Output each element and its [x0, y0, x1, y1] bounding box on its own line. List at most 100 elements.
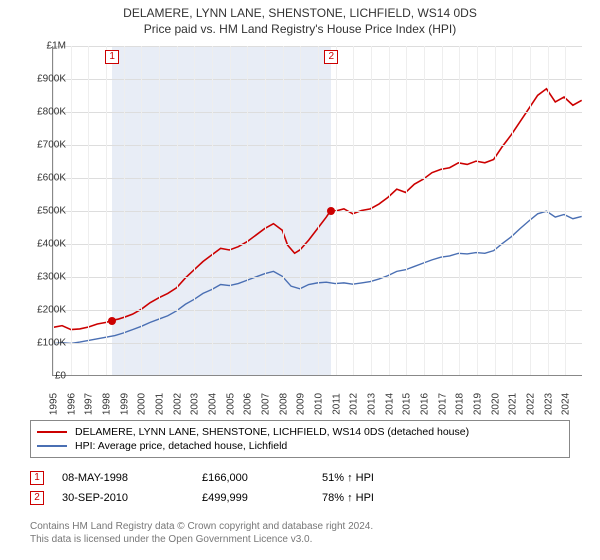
gridline-v: [106, 46, 107, 375]
sales-table: 1 08-MAY-1998£166,00051% ↑ HPI 2 30-SEP-201…: [30, 468, 570, 508]
x-axis-label: 2016: [420, 393, 431, 415]
x-axis-label: 2009: [296, 393, 307, 415]
x-axis-label: 2020: [490, 393, 501, 415]
sales-row-marker: 1: [30, 471, 44, 485]
sales-row-price: £499,999: [202, 492, 322, 504]
sale-dot-2: [327, 207, 335, 215]
sale-marker-2: 2: [324, 50, 338, 64]
legend-item: DELAMERE, LYNN LANE, SHENSTONE, LICHFIEL…: [37, 425, 563, 439]
y-axis-label: £900K: [20, 74, 66, 85]
x-axis-label: 2012: [349, 393, 360, 415]
legend-box: DELAMERE, LYNN LANE, SHENSTONE, LICHFIEL…: [30, 420, 570, 458]
x-axis-label: 2013: [367, 393, 378, 415]
gridline-v: [141, 46, 142, 375]
gridline-v: [353, 46, 354, 375]
y-axis-label: £500K: [20, 206, 66, 217]
sales-row: 2 30-SEP-2010£499,99978% ↑ HPI: [30, 488, 570, 508]
gridline-v: [512, 46, 513, 375]
x-axis-label: 2000: [137, 393, 148, 415]
gridline-v: [247, 46, 248, 375]
x-axis-label: 2015: [402, 393, 413, 415]
chart-titles: DELAMERE, LYNN LANE, SHENSTONE, LICHFIEL…: [0, 0, 600, 36]
gridline-v: [124, 46, 125, 375]
footer-line-1: Contains HM Land Registry data © Crown c…: [30, 520, 570, 533]
gridline-v: [283, 46, 284, 375]
chart-container: DELAMERE, LYNN LANE, SHENSTONE, LICHFIEL…: [0, 0, 600, 560]
footer-line-2: This data is licensed under the Open Gov…: [30, 533, 570, 546]
gridline-v: [88, 46, 89, 375]
gridline-v: [71, 46, 72, 375]
gridline-v: [442, 46, 443, 375]
plot-area: 12: [52, 46, 582, 376]
y-axis-label: £300K: [20, 272, 66, 283]
gridline-v: [548, 46, 549, 375]
gridline-v: [336, 46, 337, 375]
sales-row: 1 08-MAY-1998£166,00051% ↑ HPI: [30, 468, 570, 488]
x-axis-label: 2023: [543, 393, 554, 415]
footer-attribution: Contains HM Land Registry data © Crown c…: [30, 520, 570, 546]
sales-row-marker: 2: [30, 491, 44, 505]
gridline-v: [371, 46, 372, 375]
chart-subtitle: Price paid vs. HM Land Registry's House …: [0, 22, 600, 36]
sale-marker-1: 1: [105, 50, 119, 64]
gridline-v: [495, 46, 496, 375]
y-axis-label: £0: [20, 371, 66, 382]
y-axis-label: £700K: [20, 140, 66, 151]
x-axis-label: 2021: [508, 393, 519, 415]
x-axis-label: 2006: [243, 393, 254, 415]
gridline-v: [477, 46, 478, 375]
x-axis-label: 2024: [561, 393, 572, 415]
y-axis-label: £100K: [20, 338, 66, 349]
x-axis-label: 2018: [455, 393, 466, 415]
x-axis-label: 2003: [190, 393, 201, 415]
x-axis-label: 1995: [49, 393, 60, 415]
x-axis-label: 2010: [314, 393, 325, 415]
legend-swatch: [37, 445, 67, 447]
x-axis-label: 2014: [384, 393, 395, 415]
x-axis-label: 2011: [331, 393, 342, 415]
x-axis-label: 2017: [437, 393, 448, 415]
gridline-v: [530, 46, 531, 375]
x-axis-label: 2008: [278, 393, 289, 415]
sales-row-hpi: 51% ↑ HPI: [322, 472, 442, 484]
gridline-v: [406, 46, 407, 375]
chart-title: DELAMERE, LYNN LANE, SHENSTONE, LICHFIEL…: [0, 6, 600, 20]
sales-row-price: £166,000: [202, 472, 322, 484]
sales-row-date: 08-MAY-1998: [62, 472, 202, 484]
gridline-v: [424, 46, 425, 375]
legend-label: DELAMERE, LYNN LANE, SHENSTONE, LICHFIEL…: [75, 426, 469, 438]
gridline-v: [300, 46, 301, 375]
gridline-v: [389, 46, 390, 375]
legend-label: HPI: Average price, detached house, Lich…: [75, 440, 287, 452]
legend-swatch: [37, 431, 67, 433]
legend-item: HPI: Average price, detached house, Lich…: [37, 439, 563, 453]
y-axis-label: £400K: [20, 239, 66, 250]
y-axis-label: £600K: [20, 173, 66, 184]
gridline-v: [230, 46, 231, 375]
x-axis-label: 1999: [119, 393, 130, 415]
x-axis-label: 1998: [102, 393, 113, 415]
y-axis-label: £800K: [20, 107, 66, 118]
x-axis-label: 1997: [84, 393, 95, 415]
x-axis-label: 2005: [225, 393, 236, 415]
x-axis-label: 2019: [473, 393, 484, 415]
gridline-v: [459, 46, 460, 375]
sales-row-date: 30-SEP-2010: [62, 492, 202, 504]
gridline-v: [194, 46, 195, 375]
gridline-v: [159, 46, 160, 375]
x-axis-label: 2022: [526, 393, 537, 415]
gridline-v: [265, 46, 266, 375]
x-axis-label: 1996: [66, 393, 77, 415]
y-axis-label: £1M: [20, 41, 66, 52]
x-axis-label: 2007: [261, 393, 272, 415]
gridline-v: [565, 46, 566, 375]
x-axis-label: 2002: [172, 393, 183, 415]
gridline-v: [177, 46, 178, 375]
x-axis-label: 2001: [155, 393, 166, 415]
y-axis-label: £200K: [20, 305, 66, 316]
gridline-v: [212, 46, 213, 375]
sales-row-hpi: 78% ↑ HPI: [322, 492, 442, 504]
x-axis-label: 2004: [208, 393, 219, 415]
gridline-v: [318, 46, 319, 375]
sale-dot-1: [108, 317, 116, 325]
